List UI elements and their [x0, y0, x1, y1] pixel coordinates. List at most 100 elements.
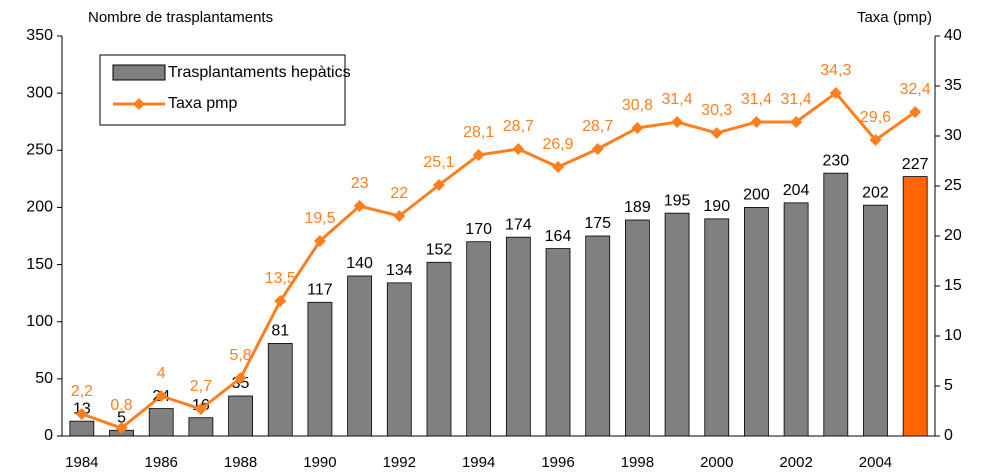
line-value-label: 13,5	[265, 270, 296, 287]
legend-marker	[133, 98, 145, 110]
bar-value-label: 170	[465, 221, 492, 238]
bar	[664, 212, 690, 437]
line-value-label: 30,8	[622, 97, 653, 114]
y2-tick-label: 5	[944, 377, 953, 394]
bar	[545, 248, 571, 437]
y2-tick-label: 40	[944, 27, 962, 44]
y-tick-label: 200	[26, 199, 53, 216]
bar	[505, 236, 531, 437]
bar-value-label: 189	[624, 199, 651, 216]
y-tick-label: 350	[26, 27, 53, 44]
bar	[823, 172, 849, 437]
bar-value-label: 152	[426, 242, 453, 259]
x-tick-label: 1992	[383, 454, 416, 471]
line-marker	[432, 179, 445, 191]
bar	[863, 204, 888, 437]
line-value-label: 22	[390, 185, 408, 202]
line-marker	[591, 143, 604, 155]
line-marker	[393, 210, 406, 222]
line-value-label: 29,6	[860, 109, 891, 126]
line-value-label: 28,1	[463, 124, 494, 141]
line-value-label: 28,7	[582, 118, 613, 135]
bar-value-label: 200	[743, 187, 770, 204]
line-value-label: 2,2	[71, 383, 93, 400]
line-value-label: 28,7	[503, 118, 534, 135]
line-value-label: 31,4	[741, 91, 772, 108]
line-value-label: 0,8	[110, 397, 132, 414]
bar-value-label: 204	[783, 182, 810, 199]
line-marker	[75, 408, 88, 420]
y2-tick-label: 25	[944, 177, 962, 194]
line	[81, 90, 917, 430]
y-tick-label: 0	[44, 427, 53, 444]
bar	[347, 275, 373, 437]
y-tick-label: 50	[35, 370, 53, 387]
line-value-label: 2,7	[190, 378, 212, 395]
bar-value-label: 174	[505, 216, 532, 233]
bar-value-label: 5	[117, 410, 126, 427]
x-tick-label: 1984	[65, 454, 98, 471]
bar-value-label: 202	[862, 184, 889, 201]
line-marker	[631, 122, 644, 134]
bar	[228, 395, 253, 437]
line-marker	[909, 106, 922, 118]
y2-tick-label: 15	[944, 277, 962, 294]
line-marker	[869, 134, 882, 146]
line-value-label: 34,3	[820, 62, 851, 79]
y-tick-label: 100	[26, 313, 53, 330]
line-marker	[274, 295, 287, 307]
bar	[466, 241, 492, 437]
bar	[624, 219, 650, 437]
line-marker	[313, 235, 326, 247]
line-marker	[194, 403, 207, 415]
bar-value-label: 117	[307, 282, 333, 299]
y2-tick-label: 35	[944, 77, 962, 94]
line-marker	[829, 87, 842, 99]
bar-value-label: 175	[584, 215, 611, 232]
legend-swatch	[112, 64, 166, 81]
y2-axis-label: Taxa (pmp)	[857, 9, 932, 26]
line-marker	[155, 390, 168, 402]
x-tick-label: 1994	[462, 454, 495, 471]
line-marker	[234, 372, 247, 384]
line-marker	[710, 127, 723, 139]
x-tick-label: 1988	[224, 454, 257, 471]
line-value-label: 30,3	[701, 102, 732, 119]
line-marker	[353, 200, 366, 212]
bar-value-label: 230	[822, 152, 849, 169]
bar	[69, 420, 95, 437]
x-tick-label: 1986	[145, 454, 178, 471]
legend-label: Trasplantaments hepàtics	[168, 64, 351, 81]
bar	[307, 301, 333, 437]
bar	[585, 235, 611, 437]
line-value-label: 31,4	[661, 91, 692, 108]
bar	[704, 218, 730, 437]
bar-value-label: 140	[346, 255, 373, 272]
legend-label: Taxa pmp	[168, 95, 237, 112]
line-marker	[115, 422, 128, 434]
x-tick-label: 2002	[779, 454, 812, 471]
x-tick-label: 2000	[700, 454, 733, 471]
bar	[744, 207, 769, 437]
bar	[148, 408, 174, 437]
line-value-label: 23	[351, 175, 369, 192]
x-tick-label: 1998	[621, 454, 654, 471]
bar	[386, 282, 412, 437]
line-value-label: 32,4	[900, 81, 931, 98]
line-value-label: 19,5	[304, 210, 335, 227]
line-value-label: 26,9	[542, 136, 573, 153]
bar-value-label: 195	[664, 192, 691, 209]
line-value-label: 25,1	[423, 154, 454, 171]
x-tick-label: 2004	[859, 454, 892, 471]
line-value-label: 4	[157, 365, 166, 382]
y-axis-label: Nombre de trasplantaments	[88, 9, 273, 26]
legend: Trasplantaments hepàtics Taxa pmp	[99, 54, 351, 126]
line-marker	[790, 116, 803, 128]
line-value-label: 5,8	[229, 347, 251, 364]
x-tick-label: 1996	[541, 454, 574, 471]
y2-tick-label: 20	[944, 227, 962, 244]
bar-value-label: 227	[902, 156, 929, 173]
y-tick-label: 150	[26, 256, 53, 273]
bar	[902, 176, 928, 437]
